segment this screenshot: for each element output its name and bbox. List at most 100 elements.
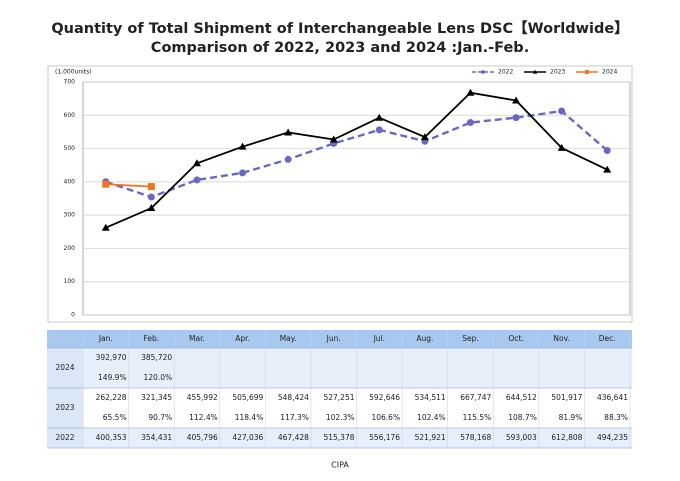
table-row-head — [47, 428, 83, 448]
table-cell: 556,176 — [369, 433, 400, 442]
table-header: Dec. — [599, 334, 616, 343]
y-axis-label: (1,000units) — [55, 69, 92, 76]
y-tick-label: 600 — [64, 112, 76, 119]
point — [101, 223, 110, 231]
table-cell: 81.9% — [559, 413, 583, 422]
table-cell: 494,235 — [597, 433, 628, 442]
table-cell: 118.4% — [235, 413, 264, 422]
y-tick-label: 700 — [64, 79, 76, 86]
table-row-label: 2022 — [55, 433, 74, 442]
table-cell: 521,921 — [415, 433, 446, 442]
point — [147, 204, 156, 212]
table-row-head — [47, 348, 83, 388]
table-cell: 262,228 — [96, 393, 127, 402]
point — [512, 114, 520, 122]
table-cell: 117.3% — [280, 413, 309, 422]
table-cell: 112.4% — [189, 413, 218, 422]
table-cell: 90.7% — [148, 413, 172, 422]
table-header: Aug. — [416, 334, 433, 343]
point — [147, 183, 155, 191]
y-tick-label: 400 — [64, 178, 76, 185]
chart-frame — [47, 65, 633, 323]
table-cell: 593,003 — [506, 433, 537, 442]
table-row-bg — [83, 348, 632, 388]
table-cell: 115.5% — [463, 413, 492, 422]
table-cell: 467,428 — [278, 433, 309, 442]
table-row-head — [47, 388, 83, 428]
point — [239, 169, 247, 177]
table-header-bg — [47, 330, 632, 348]
series-line — [105, 91, 608, 229]
chart-subtitle: Comparison of 2022, 2023 and 2024 :Jan.-… — [151, 40, 529, 56]
point — [603, 165, 612, 173]
point — [192, 159, 201, 167]
point — [102, 180, 110, 188]
table-cell: 65.5% — [103, 413, 127, 422]
point — [147, 193, 155, 201]
y-tick-label: 500 — [64, 145, 76, 152]
table-cell: 644,512 — [506, 393, 537, 402]
table-cell: 102.4% — [417, 413, 446, 422]
y-tick-label: 0 — [71, 312, 75, 319]
point — [375, 113, 384, 121]
table-cell: 578,168 — [460, 433, 491, 442]
y-tick-label: 200 — [64, 245, 76, 252]
table-header: Jun. — [326, 334, 341, 343]
table-cell: 405,796 — [187, 433, 218, 442]
point — [238, 142, 247, 150]
legend-marker — [585, 70, 589, 74]
table-cell: 427,036 — [232, 433, 263, 442]
legend-label: 2022 — [498, 69, 513, 76]
point — [193, 176, 201, 184]
table-cell: 534,511 — [415, 393, 446, 402]
table-cell: 88.3% — [604, 413, 628, 422]
table-cell: 149.9% — [98, 373, 127, 382]
table-cell: 120.0% — [144, 373, 173, 382]
table-cell: 501,917 — [551, 393, 582, 402]
legend-label: 2024 — [602, 69, 617, 76]
table-cell: 392,970 — [96, 353, 127, 362]
table-cell: 385,720 — [141, 353, 172, 362]
table-cell: 354,431 — [141, 433, 172, 442]
table-row-bg — [83, 388, 632, 428]
series-line — [105, 109, 608, 199]
table-cell: 667,747 — [460, 393, 491, 402]
point — [512, 96, 521, 104]
table-cell: 515,378 — [323, 433, 354, 442]
point — [466, 119, 474, 127]
table-cell: 436,641 — [597, 393, 628, 402]
table-cell: 108.7% — [508, 413, 537, 422]
table-header: Nov. — [553, 334, 569, 343]
point — [375, 126, 383, 134]
table-header: Apr. — [235, 334, 250, 343]
point — [558, 107, 566, 115]
table-row-bg — [83, 428, 632, 448]
table-cell: 400,353 — [96, 433, 127, 442]
table-header: Oct. — [508, 334, 523, 343]
table-cell: 527,251 — [323, 393, 354, 402]
table-header: Jan. — [98, 334, 113, 343]
table-row-label: 2024 — [55, 363, 74, 372]
table-cell: 321,345 — [141, 393, 172, 402]
table-cell: 548,424 — [278, 393, 309, 402]
chart-title: Quantity of Total Shipment of Interchang… — [51, 20, 628, 37]
plot-area — [82, 81, 631, 316]
y-tick-label: 300 — [64, 212, 76, 219]
point — [329, 135, 338, 143]
table-cell: 612,808 — [551, 433, 582, 442]
table-cell: 592,646 — [369, 393, 400, 402]
point — [466, 88, 475, 96]
table-cell: 106.6% — [371, 413, 400, 422]
table-header: Mar. — [189, 334, 205, 343]
table-cell: 505,699 — [232, 393, 263, 402]
table-row-label: 2023 — [55, 403, 74, 412]
table-header: Sep. — [462, 334, 479, 343]
legend-label: 2023 — [550, 69, 565, 76]
table-cell: 455,992 — [187, 393, 218, 402]
legend-marker — [532, 69, 538, 74]
y-tick-label: 100 — [64, 278, 76, 285]
legend-marker — [481, 70, 485, 74]
point — [284, 155, 292, 163]
table-header: May. — [280, 334, 297, 343]
